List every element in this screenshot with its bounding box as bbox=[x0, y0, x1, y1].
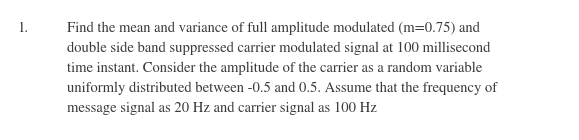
Text: time instant. Consider the amplitude of the carrier as a random variable: time instant. Consider the amplitude of … bbox=[67, 62, 482, 75]
Text: uniformly distributed between -0.5 and 0.5. Assume that the frequency of: uniformly distributed between -0.5 and 0… bbox=[67, 82, 497, 95]
Text: double side band suppressed carrier modulated signal at 100 millisecond: double side band suppressed carrier modu… bbox=[67, 42, 490, 55]
Text: 1.: 1. bbox=[17, 22, 28, 35]
Text: Find the mean and variance of full amplitude modulated (m=0.75) and: Find the mean and variance of full ampli… bbox=[67, 22, 479, 35]
Text: message signal as 20 Hz and carrier signal as 100 Hz: message signal as 20 Hz and carrier sign… bbox=[67, 102, 376, 115]
